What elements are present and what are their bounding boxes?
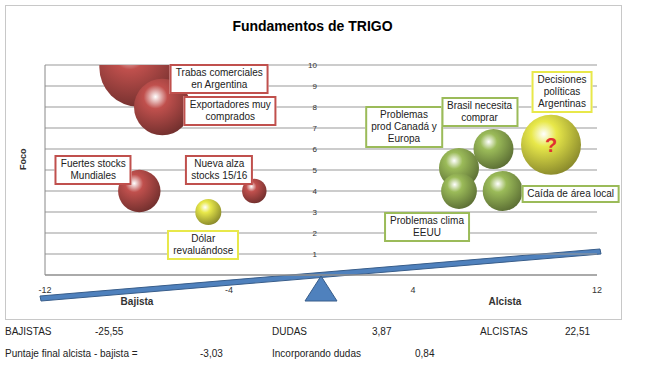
svg-text:3: 3: [313, 208, 318, 217]
svg-text:4: 4: [313, 187, 318, 196]
html-text:DUDAS: DUDAS: [272, 326, 307, 337]
html-text:Problemas prod Canadá y Europa: Problemas prod Canadá y Europa: [371, 108, 437, 144]
svg-text:4: 4: [410, 285, 415, 295]
svg-text:5: 5: [313, 166, 318, 175]
svg-text:8: 8: [313, 103, 318, 112]
html-text:Fuertes stocks Mundiales: Fuertes stocks Mundiales: [60, 158, 126, 181]
svg-text:-12: -12: [38, 285, 51, 295]
html-text:-25,55: -25,55: [95, 326, 124, 337]
html-text:-3,03: -3,03: [200, 348, 223, 359]
html-text:Brasil necesita comprar: Brasil necesita comprar: [447, 100, 512, 123]
html-text:ALCISTAS: ALCISTAS: [480, 326, 528, 337]
svg-text:9: 9: [313, 82, 318, 91]
svg-text:7: 7: [313, 124, 318, 133]
html-text:Trabas comerciales en Argentin: Trabas comerciales en Argentina: [175, 67, 263, 91]
html-text:3,87: 3,87: [372, 326, 392, 337]
svg-text:10: 10: [308, 61, 317, 70]
svg-text:12: 12: [592, 285, 602, 295]
svg-text:Foco: Foco: [18, 148, 28, 170]
svg-text:2: 2: [313, 229, 318, 238]
html-text:Exportadores muy comprados: Exportadores muy comprados: [189, 99, 271, 122]
html-text:0,84: 0,84: [415, 348, 435, 359]
svg-text:Alcista: Alcista: [489, 296, 522, 307]
svg-text:?: ?: [545, 134, 557, 156]
html-text:22,51: 22,51: [565, 326, 590, 337]
html-text:Dólar revaluándose: Dólar revaluándose: [173, 233, 234, 256]
svg-text:6: 6: [313, 145, 318, 154]
svg-text:-4: -4: [225, 285, 233, 295]
html-text:Caída de área local: Caída de área local: [527, 188, 615, 199]
svg-text:Bajista: Bajista: [121, 296, 154, 307]
html-text:Incorporando dudas: Incorporando dudas: [272, 348, 361, 359]
html-text:Nueva alza stocks 15/16: Nueva alza stocks 15/16: [191, 158, 248, 181]
html-text:Decisiones políticas Argentina: Decisiones políticas Argentinas: [537, 73, 587, 109]
html-text:BAJISTAS: BAJISTAS: [5, 326, 52, 337]
html-text:Fundamentos de TRIGO: Fundamentos de TRIGO: [232, 18, 393, 34]
svg-text:1: 1: [313, 250, 318, 259]
html-text:Problemas clima EEUU: Problemas clima EEUU: [390, 215, 464, 238]
html-text:Puntaje final alcista - bajist: Puntaje final alcista - bajista =: [5, 348, 138, 359]
